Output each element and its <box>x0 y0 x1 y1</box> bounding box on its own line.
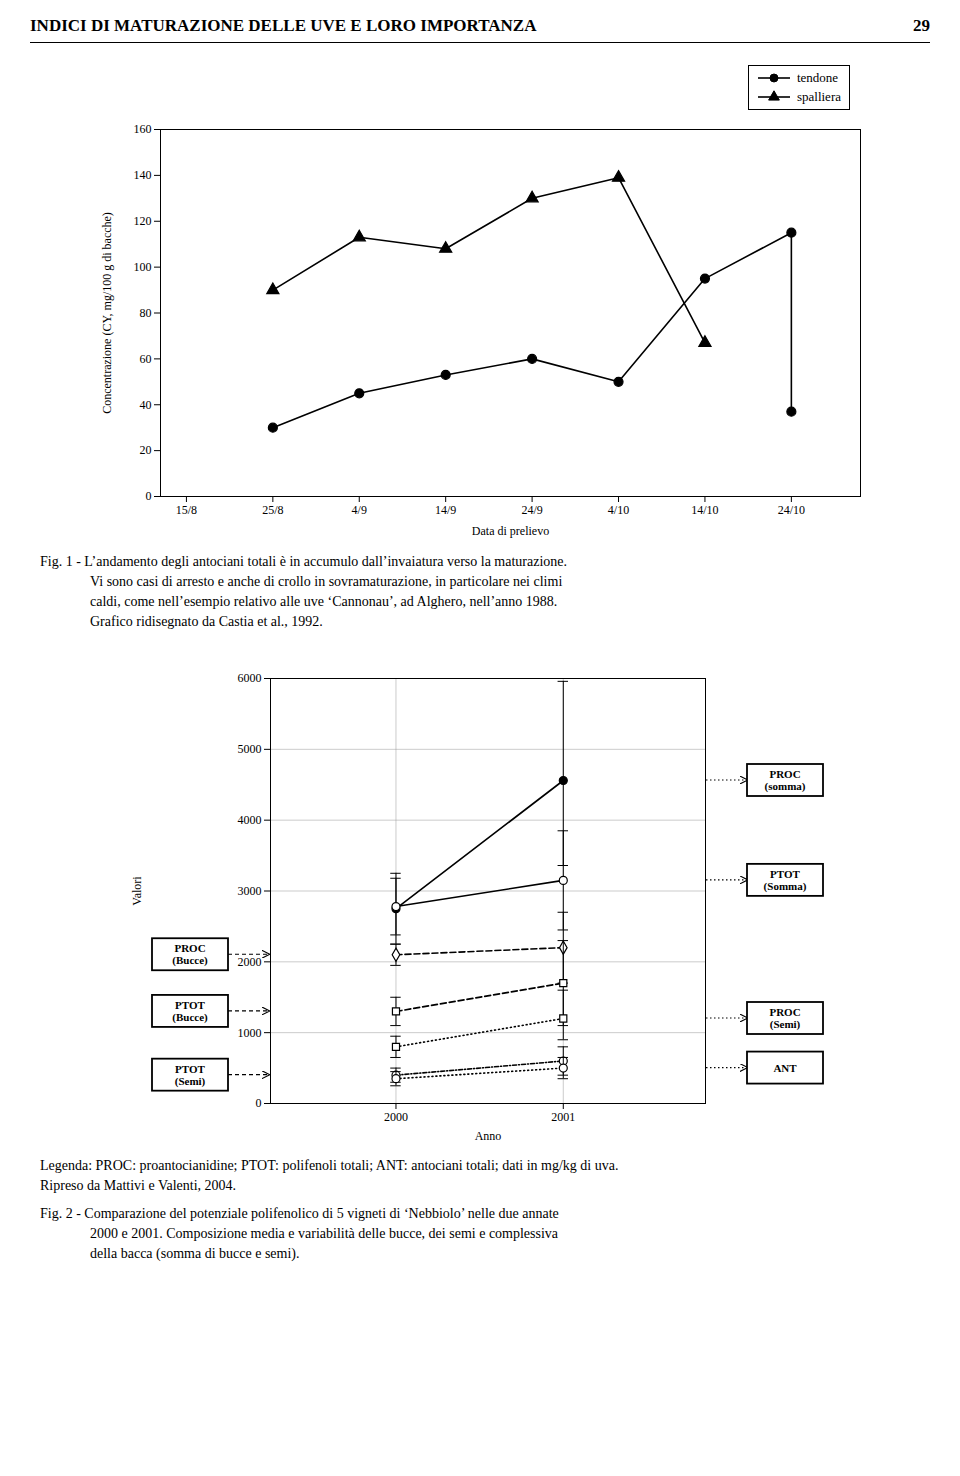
svg-text:PROC(Semi): PROC(Semi) <box>769 1006 800 1031</box>
svg-text:ANT: ANT <box>773 1062 797 1074</box>
svg-text:24/10: 24/10 <box>778 503 805 517</box>
svg-text:4/9: 4/9 <box>352 503 367 517</box>
html-text:Vi sono casi di arresto e anch: Vi sono casi di arresto e anche di croll… <box>90 574 563 589</box>
html-text:Ripreso da Mattivi e Valenti,: Ripreso da Mattivi e Valenti, 2004. <box>40 1178 237 1193</box>
svg-text:140: 140 <box>134 168 152 182</box>
svg-text:2001: 2001 <box>551 1110 575 1124</box>
html-text:INDICI DI MATURAZIONE DELLE UV: INDICI DI MATURAZIONE DELLE UVE E LORO I… <box>30 16 537 35</box>
svg-text:80: 80 <box>140 306 152 320</box>
html-text:29: 29 <box>913 16 930 35</box>
svg-text:4/10: 4/10 <box>608 503 629 517</box>
svg-text:20: 20 <box>140 443 152 457</box>
svg-text:0: 0 <box>146 489 152 503</box>
svg-text:160: 160 <box>134 122 152 136</box>
svg-text:120: 120 <box>134 214 152 228</box>
svg-text:4000: 4000 <box>238 813 262 827</box>
svg-text:100: 100 <box>134 260 152 274</box>
svg-text:PTOT(Bucce): PTOT(Bucce) <box>172 999 208 1024</box>
svg-text:40: 40 <box>140 398 152 412</box>
html-text:caldi, come nell’esempio relat: caldi, come nell’esempio relativo alle u… <box>90 594 558 609</box>
svg-text:14/10: 14/10 <box>691 503 718 517</box>
svg-text:0: 0 <box>256 1096 262 1110</box>
svg-text:1000: 1000 <box>238 1026 262 1040</box>
svg-text:60: 60 <box>140 352 152 366</box>
svg-text:Concentrazione (CY, mg/100 g d: Concentrazione (CY, mg/100 g di bacche) <box>100 212 114 414</box>
svg-text:25/8: 25/8 <box>262 503 283 517</box>
html-text:tendone: tendone <box>797 70 839 85</box>
svg-text:Anno: Anno <box>475 1129 502 1143</box>
svg-text:PTOT(Somma): PTOT(Somma) <box>764 868 807 893</box>
html-text:Legenda: PROC: proantocianidin: Legenda: PROC: proantocianidine; PTOT: p… <box>40 1158 619 1173</box>
svg-text:2000: 2000 <box>384 1110 408 1124</box>
html-text:Fig. 1 - L’andamento degli ant: Fig. 1 - L’andamento degli antociani tot… <box>40 554 567 569</box>
svg-text:PTOT(Semi): PTOT(Semi) <box>175 1063 206 1088</box>
svg-text:Data di prelievo: Data di prelievo <box>472 524 549 538</box>
html-text:2000 e 2001. Composizione medi: 2000 e 2001. Composizione media e variab… <box>90 1226 559 1241</box>
svg-text:Valori: Valori <box>130 876 144 906</box>
html-text:spalliera: spalliera <box>797 89 841 104</box>
svg-text:15/8: 15/8 <box>176 503 197 517</box>
svg-text:14/9: 14/9 <box>435 503 456 517</box>
svg-text:24/9: 24/9 <box>521 503 542 517</box>
svg-text:2000: 2000 <box>238 955 262 969</box>
svg-text:PROC(somma): PROC(somma) <box>765 768 806 793</box>
html-text:Grafico ridisegnato da Castia: Grafico ridisegnato da Castia et al., 19… <box>90 614 323 629</box>
svg-text:3000: 3000 <box>238 884 262 898</box>
svg-text:PROC(Bucce): PROC(Bucce) <box>172 942 208 967</box>
html-text:della bacca (somma di bucce e: della bacca (somma di bucce e semi). <box>90 1246 300 1261</box>
html-text:Fig. 2 - Comparazione del pote: Fig. 2 - Comparazione del potenziale pol… <box>40 1206 559 1221</box>
svg-text:6000: 6000 <box>238 671 262 685</box>
svg-text:5000: 5000 <box>238 742 262 756</box>
